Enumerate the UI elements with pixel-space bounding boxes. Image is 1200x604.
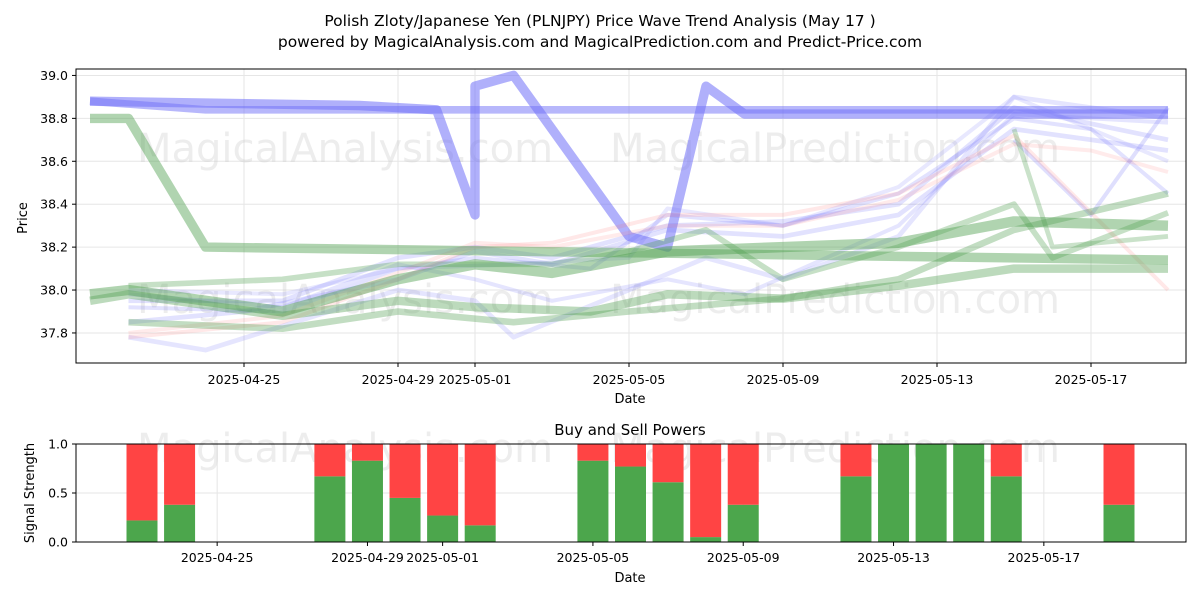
price-y-tick-label: 38.4 [40, 197, 68, 212]
price-y-axis-label: Price [16, 202, 31, 234]
sell-bar [164, 444, 196, 505]
price-x-tick-label: 2025-05-01 [439, 372, 512, 387]
price-y-tick-label: 38.0 [40, 283, 68, 298]
signal-y-tick-label: 0.5 [48, 486, 68, 501]
price-y-tick-label: 38.6 [40, 154, 68, 169]
watermark-prediction: MagicalPrediction.com [610, 277, 1060, 323]
price-wave-blue-2 [128, 105, 1169, 304]
sell-bar [615, 444, 646, 467]
sell-bar [577, 444, 609, 461]
price-wave-green-13 [89, 264, 1168, 321]
signal-x-tick-label: 2025-04-25 [181, 550, 254, 565]
buy-bar [126, 520, 158, 542]
sell-bar [840, 444, 872, 477]
signal-x-tick-label: 2025-04-29 [331, 550, 404, 565]
sell-bar [690, 444, 722, 538]
price-wave-blue-3 [128, 126, 1169, 325]
price-y-tick-label: 38.8 [40, 111, 68, 126]
buy-bar [690, 537, 722, 542]
price-wave-chart: MagicalAnalysis.com MagicalPrediction.co… [16, 68, 1187, 407]
chart-title-line2: powered by MagicalAnalysis.com and Magic… [278, 33, 922, 51]
sell-bar [314, 444, 346, 477]
price-wave-red-9 [128, 133, 1170, 340]
signal-x-tick-label: 2025-05-17 [1008, 550, 1081, 565]
buy-bar [389, 497, 421, 542]
buy-bar [953, 444, 985, 542]
price-y-tick-label: 38.2 [40, 240, 68, 255]
signal-y-tick-label: 0.0 [48, 535, 68, 550]
sell-bar [990, 444, 1022, 477]
price-wave-blue-6 [128, 112, 1169, 310]
watermark-analysis: MagicalAnalysis.com [137, 126, 553, 172]
sell-bar [464, 444, 496, 526]
price-wave-blue-4 [128, 94, 1169, 353]
price-wave-blue-7 [128, 94, 1169, 297]
price-axes: 37.8 38.0 38.2 38.4 38.6 38.8 39.0 2025-04-25 20… [40, 68, 1187, 387]
signal-x-tick-label: 2025-05-05 [557, 550, 630, 565]
sell-bar [351, 444, 383, 461]
price-watermarks: MagicalAnalysis.com MagicalPrediction.co… [137, 126, 1060, 323]
sell-bar [727, 444, 759, 505]
price-plot-frame [75, 68, 1187, 364]
watermark-prediction: MagicalPrediction.com [610, 426, 1060, 472]
signal-y-tick-label: 1.0 [48, 437, 68, 452]
price-wave-green-16 [1011, 128, 1169, 250]
price-wave-green-12 [89, 216, 1169, 317]
buy-bar [915, 444, 947, 542]
buy-sell-chart: Buy and Sell Powers MagicalAnalysis.com … [23, 421, 1187, 586]
signal-x-axis-label: Date [614, 571, 645, 586]
signal-x-tick-label: 2025-05-09 [707, 550, 780, 565]
sell-bar [1103, 444, 1135, 505]
price-x-tick-label: 2025-05-05 [593, 372, 666, 387]
price-x-tick-label: 2025-04-25 [208, 372, 281, 387]
price-series [89, 70, 1170, 353]
buy-bar [464, 525, 496, 542]
buy-bar [1103, 504, 1135, 542]
buy-bar [727, 504, 759, 542]
buy-bar [652, 482, 684, 542]
buy-bar [878, 444, 910, 542]
buy-bar [577, 460, 609, 542]
price-wave-green-11 [90, 113, 1169, 265]
price-x-tick-label: 2025-05-13 [901, 372, 974, 387]
signal-y-axis-label: Signal Strength [23, 443, 38, 543]
price-wave-red-10 [128, 142, 1169, 335]
sell-bar [126, 444, 158, 521]
price-y-tick-label: 37.8 [40, 325, 68, 340]
buy-bar [351, 460, 383, 542]
buy-bar [427, 515, 459, 542]
price-x-tick-label: 2025-05-09 [747, 372, 820, 387]
price-x-tick-label: 2025-05-17 [1055, 372, 1128, 387]
chart-title-line1: Polish Zloty/Japanese Yen (PLNJPY) Price… [324, 12, 875, 30]
buy-sell-title: Buy and Sell Powers [554, 421, 706, 439]
sell-bar [427, 444, 459, 516]
signal-bars [126, 444, 1135, 542]
buy-bar [164, 504, 196, 542]
buy-bar [990, 476, 1022, 542]
buy-bar [840, 476, 872, 542]
price-x-tick-label: 2025-04-29 [362, 372, 435, 387]
buy-bar [615, 466, 646, 542]
signal-x-tick-label: 2025-05-01 [406, 550, 479, 565]
price-x-axis-label: Date [614, 392, 645, 407]
price-wave-green-14 [128, 190, 1169, 333]
sell-bar [389, 444, 421, 498]
sell-bar [652, 444, 684, 483]
price-y-tick-label: 39.0 [40, 68, 68, 83]
price-wave-blue-1 [89, 97, 1168, 114]
signal-axes: 0.0 0.5 1.0 2025-04-25 2025-04-29 2025-05-01 2… [48, 437, 1187, 565]
price-wave-blue-5 [128, 116, 1170, 314]
watermark-analysis: MagicalAnalysis.com [137, 277, 553, 323]
signal-x-tick-label: 2025-05-13 [857, 550, 930, 565]
price-wave-green-15 [128, 201, 1170, 289]
buy-bar [314, 476, 346, 542]
price-wave-blue-8 [1012, 106, 1170, 217]
